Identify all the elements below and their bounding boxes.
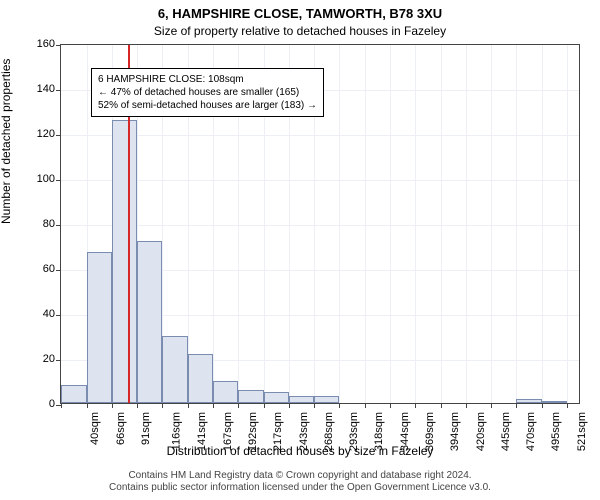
x-tick-label: 217sqm — [272, 412, 284, 451]
x-tick-label: 445sqm — [500, 412, 512, 451]
x-tick-label: 141sqm — [196, 412, 208, 451]
x-tick-label: 167sqm — [222, 412, 234, 451]
y-tick-label: 160 — [37, 38, 55, 50]
y-tick-label: 100 — [37, 173, 55, 185]
y-tick-label: 40 — [43, 308, 55, 320]
histogram-bar — [61, 385, 87, 403]
x-tick-label: 369sqm — [424, 412, 436, 451]
x-tick-label: 394sqm — [449, 412, 461, 451]
y-tick-label: 0 — [49, 398, 55, 410]
histogram-bar — [516, 399, 542, 404]
x-tick-label: 66sqm — [115, 412, 127, 445]
gridline-vertical — [415, 45, 416, 403]
chart-container: 6, HAMPSHIRE CLOSE, TAMWORTH, B78 3XU Si… — [0, 0, 600, 500]
histogram-bar — [314, 396, 339, 403]
gridline-horizontal — [61, 180, 579, 181]
footer-line-2: Contains public sector information licen… — [0, 482, 600, 494]
gridline-horizontal — [61, 225, 579, 226]
gridline-vertical — [365, 45, 366, 403]
gridline-vertical — [466, 45, 467, 403]
footer-line-1: Contains HM Land Registry data © Crown c… — [0, 470, 600, 482]
x-tick-label: 268sqm — [323, 412, 335, 451]
y-tick-label: 20 — [43, 353, 55, 365]
histogram-bar — [542, 401, 567, 403]
y-tick-label: 60 — [43, 263, 55, 275]
histogram-bar — [87, 252, 112, 403]
histogram-bar — [112, 120, 137, 404]
gridline-vertical — [542, 45, 543, 403]
gridline-vertical — [567, 45, 568, 403]
annotation-box: 6 HAMPSHIRE CLOSE: 108sqm← 47% of detach… — [91, 68, 324, 117]
x-tick-label: 192sqm — [247, 412, 259, 451]
histogram-bar — [137, 241, 162, 403]
histogram-bar — [213, 381, 238, 404]
histogram-bar — [264, 392, 289, 403]
x-tick-label: 521sqm — [576, 412, 588, 451]
x-tick-label: 91sqm — [140, 412, 152, 445]
y-tick-label: 120 — [37, 128, 55, 140]
gridline-vertical — [339, 45, 340, 403]
y-tick-label: 140 — [37, 83, 55, 95]
x-tick-label: 243sqm — [298, 412, 310, 451]
x-tick-label: 116sqm — [170, 412, 182, 450]
x-tick-label: 293sqm — [348, 412, 360, 451]
y-axis-label: Number of detached properties — [0, 59, 13, 224]
y-tick-label: 80 — [43, 218, 55, 230]
histogram-bar — [162, 336, 188, 404]
gridline-vertical — [390, 45, 391, 403]
chart-subtitle: Size of property relative to detached ho… — [0, 24, 600, 38]
gridline-vertical — [491, 45, 492, 403]
annotation-line: ← 47% of detached houses are smaller (16… — [98, 86, 317, 99]
histogram-bar — [238, 390, 264, 404]
chart-title: 6, HAMPSHIRE CLOSE, TAMWORTH, B78 3XU — [0, 6, 600, 21]
annotation-line: 52% of semi-detached houses are larger (… — [98, 99, 317, 112]
plot-area: 6 HAMPSHIRE CLOSE: 108sqm← 47% of detach… — [60, 44, 580, 404]
annotation-line: 6 HAMPSHIRE CLOSE: 108sqm — [98, 73, 317, 86]
x-tick-label: 318sqm — [373, 412, 385, 451]
x-tick-label: 420sqm — [475, 412, 487, 451]
histogram-bar — [188, 354, 213, 404]
gridline-vertical — [441, 45, 442, 403]
gridline-horizontal — [61, 135, 579, 136]
gridline-vertical — [516, 45, 517, 403]
histogram-bar — [289, 396, 314, 403]
x-tick-label: 495sqm — [550, 412, 562, 451]
chart-footer: Contains HM Land Registry data © Crown c… — [0, 470, 600, 494]
x-tick-label: 344sqm — [399, 412, 411, 451]
x-tick-label: 40sqm — [89, 412, 101, 445]
x-tick-label: 470sqm — [525, 412, 537, 451]
